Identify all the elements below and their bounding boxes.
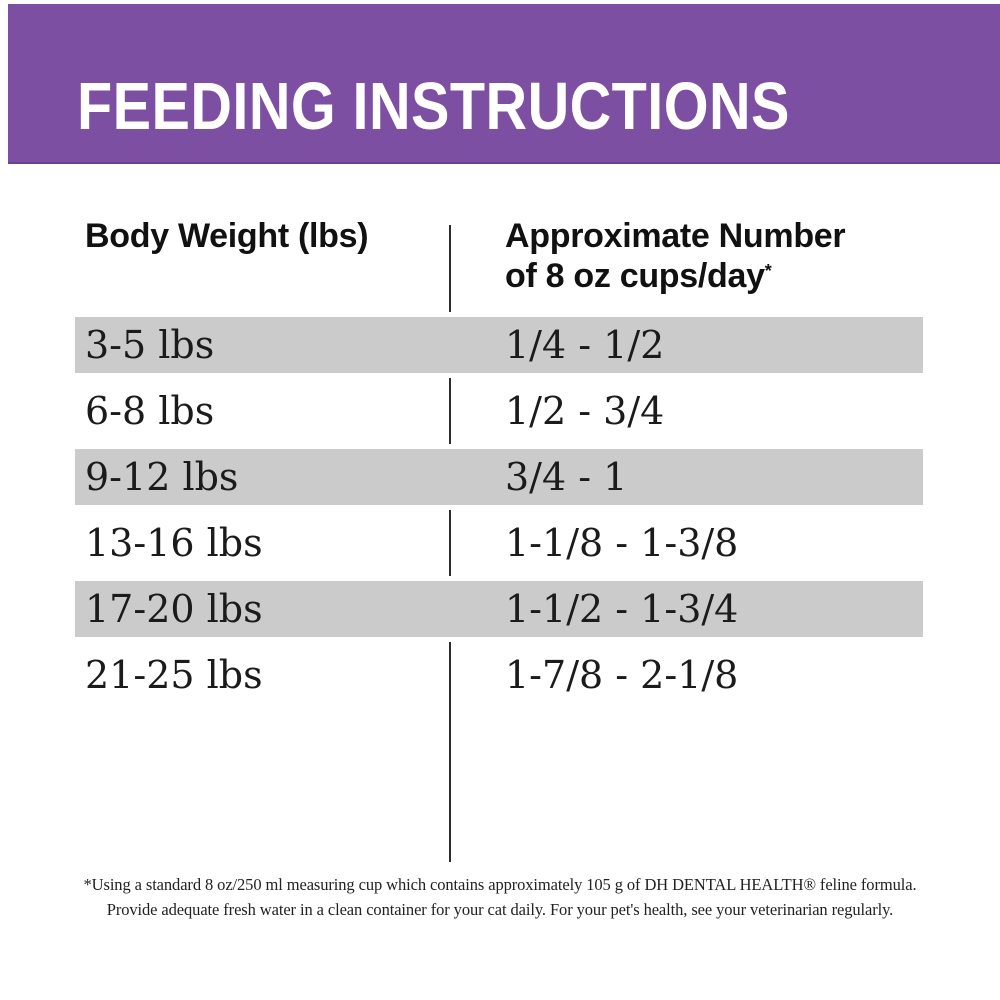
row-cups: 3/4 - 1 <box>505 455 628 499</box>
row-cups: 1/2 - 3/4 <box>505 389 665 433</box>
table-row: 21-25 lbs 1-7/8 - 2-1/8 <box>75 642 923 708</box>
table-row: 9-12 lbs 3/4 - 1 <box>75 444 923 510</box>
row-cups: 1-1/2 - 1-3/4 <box>505 587 739 631</box>
row-cups: 1-1/8 - 1-3/8 <box>505 521 739 565</box>
column-divider-line <box>449 225 451 862</box>
row-weight: 13-16 lbs <box>85 521 263 565</box>
table-row: 13-16 lbs 1-1/8 - 1-3/8 <box>75 510 923 576</box>
table-rows: 3-5 lbs 1/4 - 1/2 6-8 lbs 1/2 - 3/4 9-12… <box>75 312 923 708</box>
footnote-line1: *Using a standard 8 oz/250 ml measuring … <box>83 875 917 894</box>
footnote-line2: Provide adequate fresh water in a clean … <box>106 900 894 919</box>
cups-header-line1: Approximate Number <box>505 217 846 255</box>
table-row: 3-5 lbs 1/4 - 1/2 <box>75 312 923 378</box>
row-weight: 3-5 lbs <box>85 323 215 367</box>
page-title: FEEDING INSTRUCTIONS <box>77 69 790 144</box>
footnote: *Using a standard 8 oz/250 ml measuring … <box>30 872 970 922</box>
row-weight: 9-12 lbs <box>85 455 239 499</box>
row-cups: 1-7/8 - 2-1/8 <box>505 653 739 697</box>
table-row: 6-8 lbs 1/2 - 3/4 <box>75 378 923 444</box>
body-weight-column-header: Body Weight (lbs) <box>85 217 369 255</box>
cups-header-line2: of 8 oz cups/day <box>505 257 765 295</box>
cups-column-header: Approximate Number of 8 oz cups/day* <box>505 216 846 296</box>
footnote-asterisk-mark: * <box>764 261 772 281</box>
table-row: 17-20 lbs 1-1/2 - 1-3/4 <box>75 576 923 642</box>
row-cups: 1/4 - 1/2 <box>505 323 665 367</box>
header-banner: FEEDING INSTRUCTIONS <box>8 4 1000 164</box>
row-weight: 6-8 lbs <box>85 389 215 433</box>
row-weight: 17-20 lbs <box>85 587 263 631</box>
row-weight: 21-25 lbs <box>85 653 263 697</box>
